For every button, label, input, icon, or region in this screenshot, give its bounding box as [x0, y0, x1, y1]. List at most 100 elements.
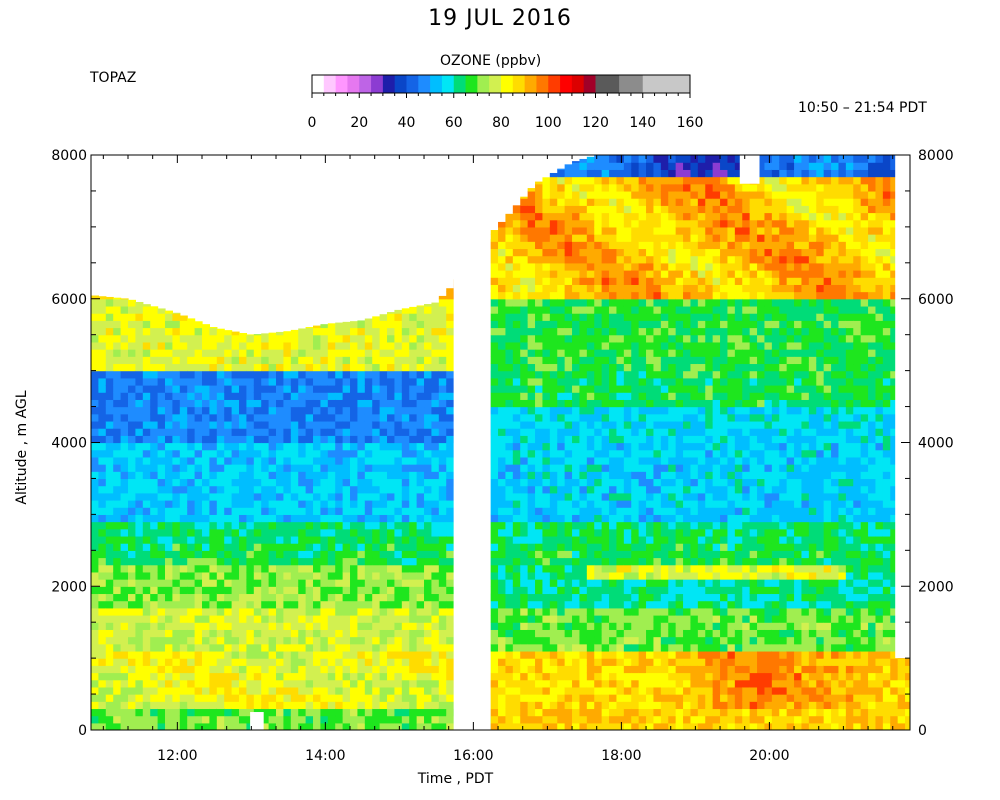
heatmap-cell	[586, 593, 595, 602]
heatmap-cell	[157, 449, 166, 458]
heatmap-cell	[638, 327, 647, 336]
heatmap-cell	[216, 442, 225, 451]
heatmap-cell	[594, 456, 603, 465]
heatmap-cell	[394, 471, 403, 480]
heatmap-cell	[142, 643, 151, 652]
heatmap-cell	[542, 672, 551, 681]
heatmap-cell	[142, 600, 151, 609]
heatmap-cell	[98, 334, 107, 343]
heatmap-cell	[187, 442, 196, 451]
heatmap-cell	[268, 701, 277, 710]
heatmap-cell	[586, 658, 595, 666]
heatmap-cell	[105, 514, 114, 523]
heatmap-cell	[638, 456, 647, 465]
heatmap-cell	[646, 442, 655, 451]
heatmap-cell	[357, 586, 366, 595]
heatmap-cell	[424, 658, 433, 666]
heatmap-cell	[276, 672, 285, 681]
heatmap-cell	[364, 528, 373, 537]
heatmap-cell	[490, 564, 499, 573]
heatmap-cell	[401, 471, 410, 480]
heatmap-cell	[424, 341, 433, 350]
heatmap-cell	[327, 392, 336, 400]
heatmap-cell	[327, 708, 336, 717]
heatmap-cell	[105, 442, 114, 451]
heatmap-cell	[320, 500, 329, 508]
heatmap-cell	[416, 650, 425, 659]
heatmap-cell	[586, 622, 595, 630]
heatmap-cell	[261, 500, 270, 508]
heatmap-cell	[128, 456, 137, 465]
heatmap-cell	[416, 363, 425, 372]
heatmap-cell	[209, 665, 218, 674]
heatmap-cell	[653, 672, 662, 681]
heatmap-cell	[609, 226, 618, 235]
heatmap-cell	[557, 507, 566, 515]
colorbar-swatch	[619, 75, 644, 93]
heatmap-cell	[253, 600, 262, 609]
heatmap-cell	[283, 442, 292, 451]
heatmap-cell	[261, 650, 270, 659]
heatmap-cell	[105, 320, 114, 329]
heatmap-cell	[216, 622, 225, 630]
heatmap-cell	[601, 320, 610, 329]
heatmap-cell	[498, 686, 507, 695]
heatmap-cell	[357, 679, 366, 688]
heatmap-cell	[490, 507, 499, 515]
heatmap-cell	[298, 722, 307, 730]
heatmap-cell	[505, 564, 514, 573]
heatmap-cell	[394, 694, 403, 702]
heatmap-cell	[268, 679, 277, 688]
heatmap-cell	[128, 600, 137, 609]
heatmap-cell	[498, 413, 507, 422]
heatmap-cell	[631, 643, 640, 652]
heatmap-cell	[239, 456, 248, 465]
heatmap-cell	[646, 708, 655, 717]
heatmap-cell	[120, 420, 129, 429]
heatmap-cell	[520, 535, 529, 544]
heatmap-cell	[527, 694, 536, 702]
heatmap-cell	[646, 722, 655, 730]
heatmap-cell	[253, 341, 262, 350]
heatmap-cell	[387, 377, 396, 386]
heatmap-cell	[290, 349, 299, 357]
heatmap-cell	[165, 679, 174, 688]
heatmap-cell	[253, 694, 262, 702]
heatmap-cell	[387, 586, 396, 595]
heatmap-cell	[431, 535, 440, 544]
heatmap-cell	[505, 550, 514, 559]
heatmap-cell	[320, 363, 329, 372]
heatmap-cell	[646, 370, 655, 379]
heatmap-cell	[350, 550, 359, 559]
heatmap-cell	[120, 571, 129, 580]
heatmap-cell	[609, 456, 618, 465]
heatmap-cell	[387, 600, 396, 609]
heatmap-cell	[387, 363, 396, 372]
heatmap-cell	[253, 428, 262, 436]
heatmap-cell	[335, 341, 344, 350]
heatmap-cell	[135, 564, 144, 573]
heatmap-cell	[490, 686, 499, 695]
heatmap-cell	[313, 464, 322, 472]
heatmap-cell	[401, 658, 410, 666]
heatmap-cell	[276, 442, 285, 451]
heatmap-cell	[313, 622, 322, 630]
heatmap-cell	[209, 550, 218, 559]
heatmap-cell	[165, 636, 174, 645]
heatmap-cell	[253, 514, 262, 523]
heatmap-cell	[209, 593, 218, 602]
heatmap-cell	[105, 420, 114, 429]
heatmap-cell	[387, 420, 396, 429]
heatmap-cell	[594, 586, 603, 595]
heatmap-cell	[512, 399, 521, 408]
heatmap-cell	[142, 715, 151, 724]
heatmap-cell	[202, 370, 211, 379]
heatmap-cell	[520, 665, 529, 674]
heatmap-cell	[572, 169, 581, 178]
heatmap-cell	[631, 535, 640, 544]
heatmap-cell	[231, 543, 240, 551]
heatmap-cell	[609, 363, 618, 372]
heatmap-cell	[594, 658, 603, 666]
heatmap-cell	[527, 298, 536, 307]
heatmap-cell	[261, 607, 270, 616]
